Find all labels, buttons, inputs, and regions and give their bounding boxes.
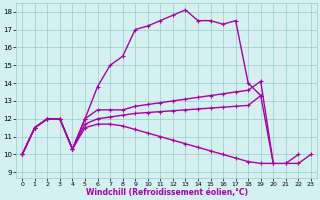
X-axis label: Windchill (Refroidissement éolien,°C): Windchill (Refroidissement éolien,°C)	[85, 188, 248, 197]
